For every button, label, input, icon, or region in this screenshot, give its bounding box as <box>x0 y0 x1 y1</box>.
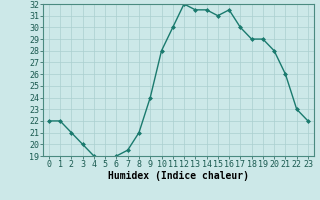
X-axis label: Humidex (Indice chaleur): Humidex (Indice chaleur) <box>108 171 249 181</box>
